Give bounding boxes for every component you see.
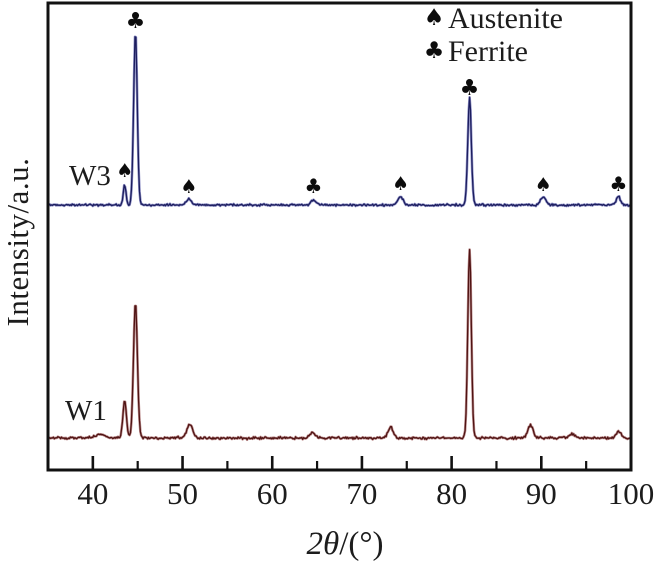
- x-axis-label-units: /(°): [339, 526, 384, 562]
- club-icon: ♣: [423, 38, 445, 64]
- x-axis-label-theta: 2θ: [306, 526, 340, 562]
- club-icon: ♣: [305, 174, 323, 198]
- x-tick-label: 80: [436, 476, 467, 511]
- club-icon: ♣: [126, 9, 146, 34]
- series-W3-trace: [47, 36, 632, 207]
- legend-item-ferrite: ♣ Ferrite: [420, 35, 563, 68]
- club-icon: ♣: [460, 76, 480, 101]
- spade-icon: ♠: [535, 174, 552, 196]
- spade-icon: ♠: [392, 173, 409, 195]
- spade-icon: ♠: [116, 160, 133, 182]
- legend: ♠ Austenite ♣ Ferrite: [420, 2, 563, 68]
- spade-icon: ♠: [180, 176, 197, 198]
- series-label-w1: W1: [65, 395, 107, 427]
- y-axis-label: Intensity/a.u.: [0, 157, 35, 327]
- x-tick-label: 90: [526, 476, 557, 511]
- series-W1-halo: [47, 248, 632, 442]
- x-tick-label: 70: [346, 476, 377, 511]
- legend-label-austenite: Austenite: [448, 1, 563, 35]
- x-tick-label: 50: [167, 476, 198, 511]
- x-tick-label: 40: [77, 476, 108, 511]
- club-icon: ♣: [609, 172, 627, 196]
- spade-icon: ♠: [423, 5, 445, 31]
- x-axis-label: 2θ/(°): [306, 526, 383, 563]
- legend-item-austenite: ♠ Austenite: [420, 2, 563, 35]
- x-tick-label: 100: [608, 476, 655, 511]
- legend-label-ferrite: Ferrite: [448, 34, 528, 68]
- series-label-w3: W3: [69, 160, 111, 192]
- plot-frame: [46, 1, 633, 472]
- x-tick-label: 60: [257, 476, 288, 511]
- series-W1-trace: [47, 248, 631, 441]
